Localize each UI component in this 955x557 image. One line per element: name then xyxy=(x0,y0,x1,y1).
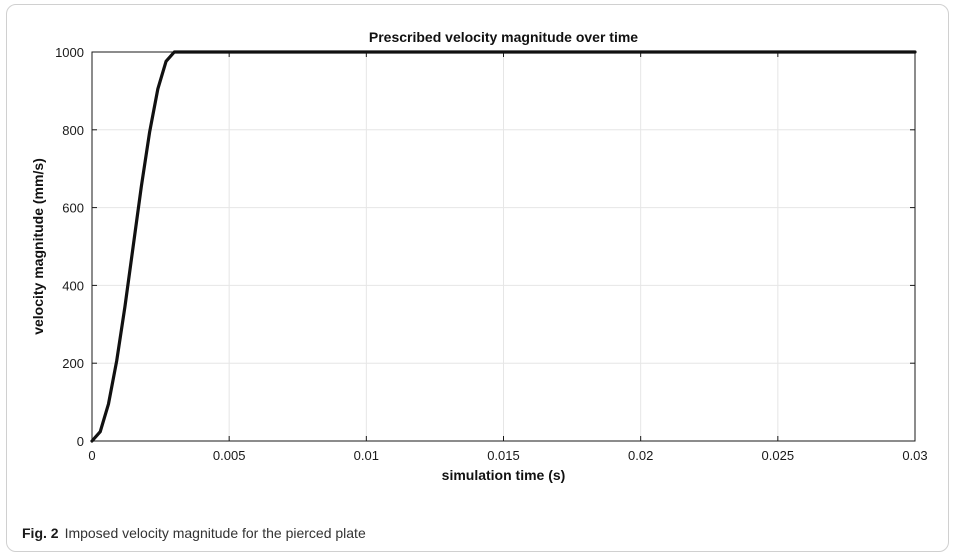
y-tick-label: 1000 xyxy=(55,45,84,60)
y-tick-label: 200 xyxy=(62,356,84,371)
axis-ticks: 0 0.005 0.01 0.015 0.02 0.025 0.03 0 200 400 600 80… xyxy=(55,45,928,463)
grid-lines xyxy=(91,51,916,442)
y-tick-label: 0 xyxy=(77,434,84,449)
x-tick-label: 0.005 xyxy=(213,448,246,463)
x-tick-label: 0.025 xyxy=(762,448,795,463)
figure-frame xyxy=(6,4,949,552)
caption-label: Fig. 2 xyxy=(22,525,59,541)
x-axis-title: simulation time (s) xyxy=(442,467,566,483)
series-line xyxy=(90,50,917,443)
y-axis-title: velocity magnitude (mm/s) xyxy=(30,158,46,335)
chart-title: Prescribed velocity magnitude over time xyxy=(369,29,638,45)
caption-text: Imposed velocity magnitude for the pierc… xyxy=(64,525,366,541)
x-tick-label: 0.02 xyxy=(628,448,653,463)
x-tick-label: 0.03 xyxy=(902,448,927,463)
figure-caption: Fig. 2 Imposed velocity magnitude for the… xyxy=(22,525,366,541)
y-tick-label: 800 xyxy=(62,123,84,138)
x-tick-label: 0.015 xyxy=(487,448,520,463)
series-layer xyxy=(90,50,917,443)
x-tick-label: 0.01 xyxy=(354,448,379,463)
y-tick-label: 400 xyxy=(62,278,84,293)
x-tick-label: 0 xyxy=(88,448,95,463)
y-tick-label: 600 xyxy=(62,201,84,216)
line-chart: 0 0.005 0.01 0.015 0.02 0.025 0.03 0 200 400 600 80… xyxy=(30,29,928,483)
